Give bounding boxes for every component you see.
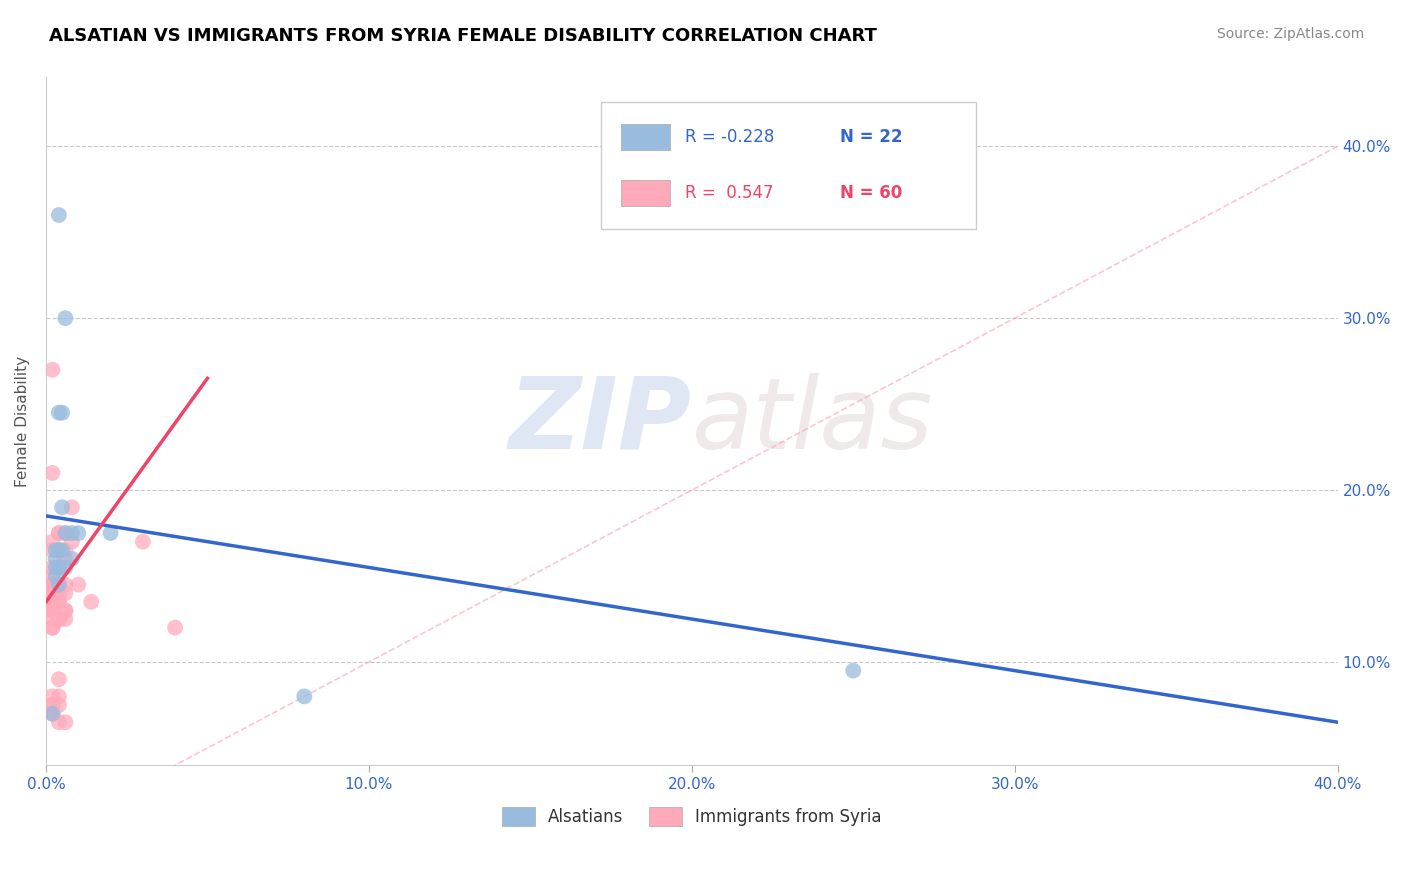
Point bbox=[41, 560, 63, 574]
Point bbox=[60, 552, 83, 566]
Point bbox=[48, 208, 70, 222]
Point bbox=[53, 603, 76, 617]
Point bbox=[53, 526, 76, 541]
Point bbox=[45, 560, 67, 574]
Point bbox=[48, 612, 70, 626]
Point bbox=[48, 612, 70, 626]
Point bbox=[41, 586, 63, 600]
Point bbox=[165, 621, 187, 635]
Point bbox=[53, 526, 76, 541]
Point bbox=[41, 577, 63, 591]
Point bbox=[41, 706, 63, 721]
Point bbox=[41, 612, 63, 626]
Text: ALSATIAN VS IMMIGRANTS FROM SYRIA FEMALE DISABILITY CORRELATION CHART: ALSATIAN VS IMMIGRANTS FROM SYRIA FEMALE… bbox=[49, 27, 877, 45]
Point bbox=[48, 715, 70, 730]
Point bbox=[48, 543, 70, 558]
FancyBboxPatch shape bbox=[602, 102, 976, 228]
Point bbox=[41, 586, 63, 600]
Point bbox=[48, 612, 70, 626]
Legend: Alsatians, Immigrants from Syria: Alsatians, Immigrants from Syria bbox=[495, 800, 889, 832]
Point bbox=[48, 595, 70, 609]
Point bbox=[41, 466, 63, 480]
Point bbox=[60, 500, 83, 515]
Point bbox=[41, 690, 63, 704]
Point bbox=[45, 552, 67, 566]
Point bbox=[41, 603, 63, 617]
Point bbox=[41, 621, 63, 635]
Point bbox=[41, 595, 63, 609]
Point bbox=[48, 543, 70, 558]
Point bbox=[51, 500, 73, 515]
Point bbox=[41, 603, 63, 617]
Point bbox=[41, 621, 63, 635]
Point bbox=[41, 595, 63, 609]
Point bbox=[48, 560, 70, 574]
Text: R = -0.228: R = -0.228 bbox=[685, 128, 775, 146]
Point bbox=[48, 560, 70, 574]
Point bbox=[41, 362, 63, 376]
Point bbox=[53, 577, 76, 591]
Point bbox=[45, 543, 67, 558]
Point bbox=[41, 577, 63, 591]
Text: ZIP: ZIP bbox=[509, 373, 692, 470]
Point bbox=[132, 534, 155, 549]
Point bbox=[41, 706, 63, 721]
Point bbox=[48, 577, 70, 591]
Point bbox=[53, 552, 76, 566]
FancyBboxPatch shape bbox=[621, 124, 669, 150]
Point bbox=[51, 406, 73, 420]
Point bbox=[60, 526, 83, 541]
Text: N = 60: N = 60 bbox=[841, 184, 903, 202]
Point bbox=[48, 595, 70, 609]
Text: N = 22: N = 22 bbox=[841, 128, 903, 146]
Y-axis label: Female Disability: Female Disability bbox=[15, 356, 30, 487]
Point bbox=[48, 406, 70, 420]
Point bbox=[41, 706, 63, 721]
Point bbox=[41, 577, 63, 591]
Point bbox=[67, 526, 90, 541]
Point bbox=[53, 603, 76, 617]
Point bbox=[41, 595, 63, 609]
Point bbox=[53, 543, 76, 558]
Point bbox=[41, 698, 63, 712]
Point bbox=[48, 577, 70, 591]
Point bbox=[41, 577, 63, 591]
Point bbox=[53, 612, 76, 626]
Point bbox=[48, 560, 70, 574]
Point bbox=[48, 577, 70, 591]
FancyBboxPatch shape bbox=[621, 180, 669, 206]
Point bbox=[45, 569, 67, 583]
Point bbox=[53, 560, 76, 574]
Point bbox=[48, 586, 70, 600]
Point bbox=[41, 569, 63, 583]
Point bbox=[80, 595, 103, 609]
Point bbox=[48, 526, 70, 541]
Point bbox=[48, 560, 70, 574]
Point bbox=[41, 603, 63, 617]
Text: Source: ZipAtlas.com: Source: ZipAtlas.com bbox=[1216, 27, 1364, 41]
Text: R =  0.547: R = 0.547 bbox=[685, 184, 773, 202]
Point bbox=[53, 311, 76, 326]
Point bbox=[48, 526, 70, 541]
Point bbox=[41, 698, 63, 712]
Point bbox=[48, 672, 70, 686]
Point bbox=[53, 715, 76, 730]
Point bbox=[48, 586, 70, 600]
Point bbox=[67, 577, 90, 591]
Point bbox=[41, 543, 63, 558]
Point bbox=[60, 534, 83, 549]
Point bbox=[292, 690, 315, 704]
Point bbox=[48, 698, 70, 712]
Point bbox=[100, 526, 122, 541]
Text: atlas: atlas bbox=[692, 373, 934, 470]
Point bbox=[48, 690, 70, 704]
Point bbox=[53, 586, 76, 600]
Point bbox=[51, 543, 73, 558]
Point bbox=[41, 534, 63, 549]
Point bbox=[842, 664, 865, 678]
